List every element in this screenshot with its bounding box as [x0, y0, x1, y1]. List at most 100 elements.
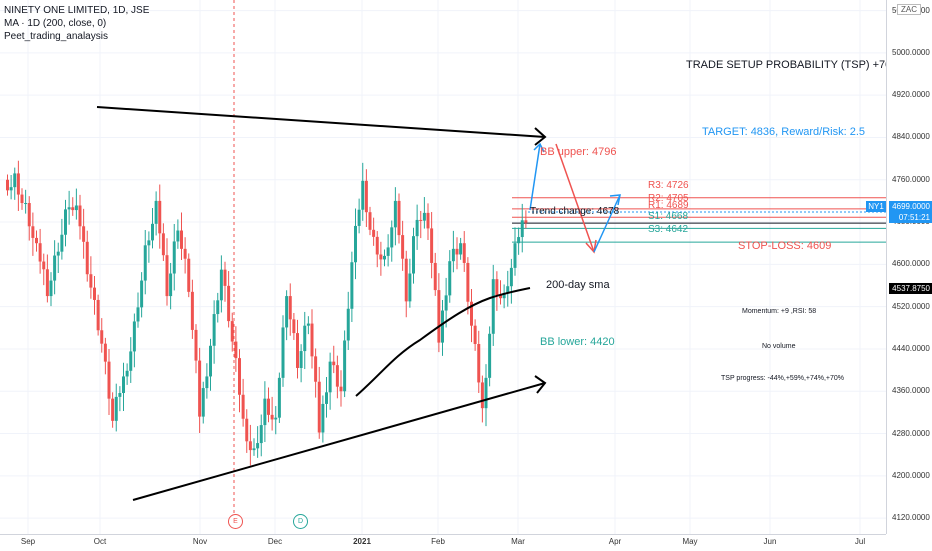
candle-body	[415, 219, 419, 237]
candle-body	[361, 180, 365, 210]
author-label: Peet_trading_analaysis	[4, 31, 108, 42]
price-axis[interactable]	[886, 0, 932, 534]
candle-body	[303, 325, 307, 352]
candle-body	[201, 388, 205, 417]
candle-body	[397, 200, 401, 236]
lower-trendline-arrow	[534, 375, 547, 394]
candle-body	[96, 299, 100, 331]
upper-trendline	[96, 106, 546, 138]
candle-body	[209, 345, 212, 377]
time-axis[interactable]	[0, 534, 886, 551]
candle-body	[241, 394, 245, 419]
candle-body	[85, 241, 89, 275]
r1-label: R1: 4689	[648, 200, 689, 211]
trend-change-label: Trend change: 4678	[530, 206, 620, 217]
candle-body	[56, 251, 60, 256]
candle-body	[401, 235, 405, 259]
projection-up-head	[533, 142, 545, 153]
candle-body	[281, 327, 285, 378]
candle-body	[466, 262, 470, 302]
candle-body	[118, 393, 122, 397]
candle-body	[107, 361, 111, 399]
candle-body	[412, 236, 415, 274]
candle-body	[383, 255, 386, 260]
candle-body	[78, 205, 82, 227]
time-tick-label: Jun	[763, 537, 777, 546]
candle-body	[53, 255, 57, 281]
time-tick-label: Mar	[511, 537, 525, 546]
candle-body	[67, 207, 71, 210]
candle-body	[513, 243, 517, 268]
candle-body	[187, 258, 191, 292]
time-tick-label: Apr	[608, 537, 622, 546]
price-tick-label: 4120.0000	[892, 513, 930, 523]
candle-body	[103, 343, 107, 362]
bb-upper-label: BB upper: 4796	[540, 146, 617, 158]
dividend-event-icon[interactable]: D	[293, 514, 308, 529]
r2-label: R2: 4705	[648, 193, 689, 204]
currency-badge[interactable]: ZAC	[897, 4, 921, 15]
candle-body	[24, 203, 28, 205]
candle-body	[499, 295, 502, 299]
candle-body	[35, 237, 38, 244]
target-label: TARGET: 4836, Reward/Risk: 2.5	[702, 126, 866, 138]
projection-target	[593, 194, 621, 253]
chart-legend: NINETY ONE LIMITED, 1D, JSE MA · 1D (200…	[4, 4, 149, 43]
candle-body	[89, 274, 93, 288]
bb-lower-label: BB lower: 4420	[540, 336, 615, 348]
candle-body	[60, 234, 64, 252]
projection-up	[529, 143, 541, 211]
candle-body	[306, 323, 310, 326]
last-price-tag: 4699.0000	[889, 201, 932, 212]
candle-body	[245, 418, 249, 442]
candle-body	[129, 351, 133, 371]
candle-body	[509, 267, 513, 287]
price-tick-label: 5000.0000	[892, 47, 930, 57]
candle-body	[462, 243, 466, 263]
candle-body	[223, 269, 227, 286]
candle-body	[45, 269, 49, 297]
candle-body	[259, 425, 263, 444]
candle-body	[441, 310, 444, 343]
candle-body	[354, 225, 357, 263]
candle-body	[310, 323, 314, 357]
candle-body	[20, 194, 24, 204]
symbol-title[interactable]: NINETY ONE LIMITED, 1D, JSE	[4, 5, 150, 16]
candle-body	[216, 300, 220, 315]
sma-value-tag: 4537.8750	[889, 283, 932, 294]
candle-body	[495, 279, 499, 296]
candle-body	[292, 319, 296, 334]
candle-body	[455, 248, 459, 255]
price-tick-label: 4520.0000	[892, 301, 930, 311]
candle-body	[368, 212, 372, 230]
candle-body	[111, 398, 115, 421]
candle-body	[390, 227, 394, 248]
ma-indicator-label[interactable]: MA · 1D (200, close, 0)	[4, 18, 107, 29]
candle-body	[393, 200, 397, 228]
price-tick-label: 4760.0000	[892, 174, 930, 184]
candle-body	[263, 398, 267, 426]
earnings-event-icon[interactable]: E	[228, 514, 243, 529]
price-chart[interactable]	[0, 0, 886, 534]
sma-200-line	[355, 287, 531, 397]
time-tick-label: Dec	[267, 537, 283, 546]
candle-body	[488, 333, 492, 378]
candle-body	[364, 180, 368, 213]
candle-body	[6, 179, 9, 191]
candle-body	[520, 220, 524, 238]
candle-body	[448, 261, 452, 296]
candle-body	[154, 200, 158, 224]
time-tick-label: 2021	[353, 537, 371, 546]
projection-down	[555, 143, 595, 253]
time-tick-label: Feb	[431, 537, 445, 546]
candle-body	[267, 398, 270, 415]
lower-trendline	[132, 382, 546, 501]
candle-body	[404, 258, 408, 302]
candle-body	[419, 219, 423, 221]
candle-body	[477, 344, 481, 383]
candle-body	[16, 173, 20, 195]
candle-body	[230, 321, 234, 342]
candle-body	[321, 403, 325, 433]
candle-body	[38, 243, 42, 262]
